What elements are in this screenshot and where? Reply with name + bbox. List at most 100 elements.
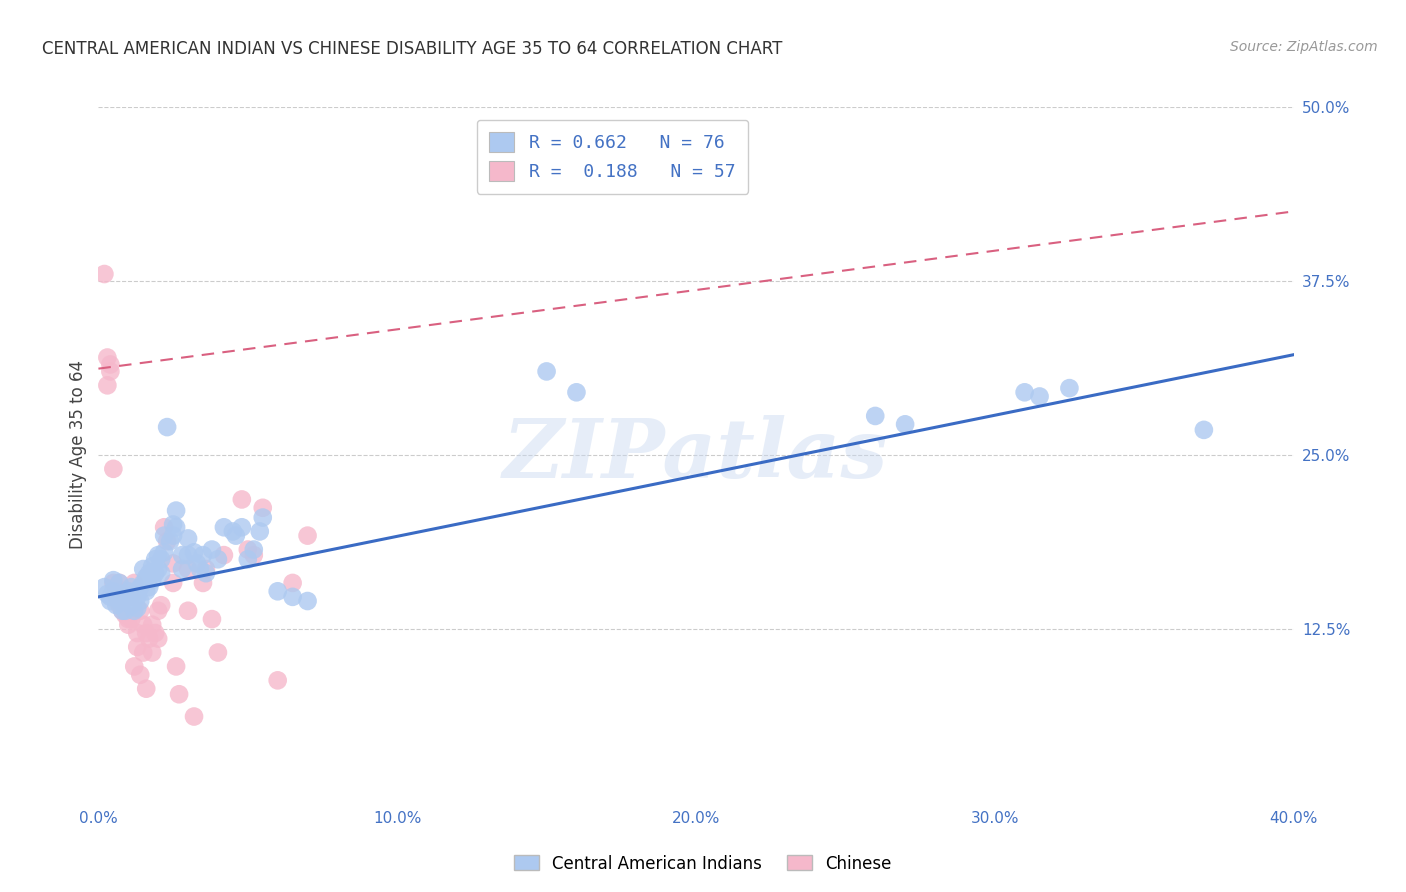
Point xyxy=(96,351,118,365)
Point xyxy=(127,626,149,640)
Point xyxy=(252,500,274,515)
Point xyxy=(156,420,179,434)
Point xyxy=(267,673,290,688)
Y-axis label: Disability Age 35 to 64: Disability Age 35 to 64 xyxy=(69,360,87,549)
Point xyxy=(127,601,149,615)
Point xyxy=(98,364,122,378)
Point xyxy=(1059,381,1081,395)
Point xyxy=(135,681,157,696)
Point xyxy=(201,612,224,626)
Point xyxy=(162,576,184,591)
Point xyxy=(138,632,160,646)
Point xyxy=(117,612,139,626)
Point xyxy=(194,562,218,576)
Point xyxy=(120,612,142,626)
Point xyxy=(117,584,139,599)
Point xyxy=(124,659,146,673)
Text: CENTRAL AMERICAN INDIAN VS CHINESE DISABILITY AGE 35 TO 64 CORRELATION CHART: CENTRAL AMERICAN INDIAN VS CHINESE DISAB… xyxy=(42,40,783,58)
Point xyxy=(148,632,170,646)
Point xyxy=(129,580,152,594)
Point xyxy=(297,594,319,608)
Point xyxy=(153,528,176,542)
Point xyxy=(111,604,134,618)
Point xyxy=(105,590,128,604)
Point xyxy=(177,548,200,562)
Point xyxy=(120,590,142,604)
Point xyxy=(153,545,176,559)
Point xyxy=(201,542,224,557)
Point xyxy=(225,528,247,542)
Point xyxy=(129,604,152,618)
Point xyxy=(231,492,253,507)
Point xyxy=(103,462,125,476)
Point xyxy=(162,517,184,532)
Point xyxy=(114,590,136,604)
Point xyxy=(236,542,259,557)
Point xyxy=(132,646,155,660)
Point xyxy=(150,598,173,612)
Point xyxy=(98,594,122,608)
Point xyxy=(108,598,131,612)
Point xyxy=(132,576,155,591)
Point xyxy=(114,590,136,604)
Point xyxy=(135,626,157,640)
Point xyxy=(191,576,214,591)
Point xyxy=(108,576,131,591)
Point xyxy=(93,580,115,594)
Point xyxy=(267,584,290,599)
Point xyxy=(138,566,160,581)
Point xyxy=(111,587,134,601)
Point xyxy=(135,570,157,584)
Point xyxy=(124,576,146,591)
Point xyxy=(124,604,146,618)
Point xyxy=(1028,389,1050,403)
Point xyxy=(132,562,155,576)
Point xyxy=(148,562,170,576)
Point xyxy=(141,646,163,660)
Point xyxy=(243,542,266,557)
Point xyxy=(150,566,173,581)
Point xyxy=(135,584,157,599)
Point xyxy=(141,617,163,632)
Point xyxy=(103,584,125,599)
Point xyxy=(894,417,917,432)
Point xyxy=(105,598,128,612)
Point xyxy=(565,385,588,400)
Point xyxy=(297,528,319,542)
Point xyxy=(212,520,235,534)
Point xyxy=(186,557,208,571)
Point xyxy=(96,378,118,392)
Point xyxy=(132,617,155,632)
Point xyxy=(129,594,152,608)
Point xyxy=(183,545,205,559)
Point xyxy=(222,524,245,539)
Point xyxy=(93,267,115,281)
Point xyxy=(129,667,152,681)
Point xyxy=(127,640,149,654)
Point xyxy=(117,594,139,608)
Point xyxy=(103,576,125,591)
Point xyxy=(153,520,176,534)
Point xyxy=(143,566,166,581)
Point xyxy=(236,552,259,566)
Point xyxy=(167,687,190,701)
Point xyxy=(148,604,170,618)
Legend: R = 0.662   N = 76, R =  0.188   N = 57: R = 0.662 N = 76, R = 0.188 N = 57 xyxy=(477,120,748,194)
Point xyxy=(191,548,214,562)
Point xyxy=(165,659,187,673)
Point xyxy=(1014,385,1036,400)
Point xyxy=(172,562,194,576)
Point xyxy=(281,590,304,604)
Point xyxy=(159,534,181,549)
Point xyxy=(105,584,128,599)
Point xyxy=(183,709,205,723)
Point xyxy=(111,604,134,618)
Point xyxy=(150,552,173,566)
Text: ZIPatlas: ZIPatlas xyxy=(503,415,889,495)
Point xyxy=(252,510,274,524)
Point xyxy=(117,617,139,632)
Point xyxy=(281,576,304,591)
Point xyxy=(243,548,266,562)
Point xyxy=(162,557,184,571)
Point xyxy=(207,552,229,566)
